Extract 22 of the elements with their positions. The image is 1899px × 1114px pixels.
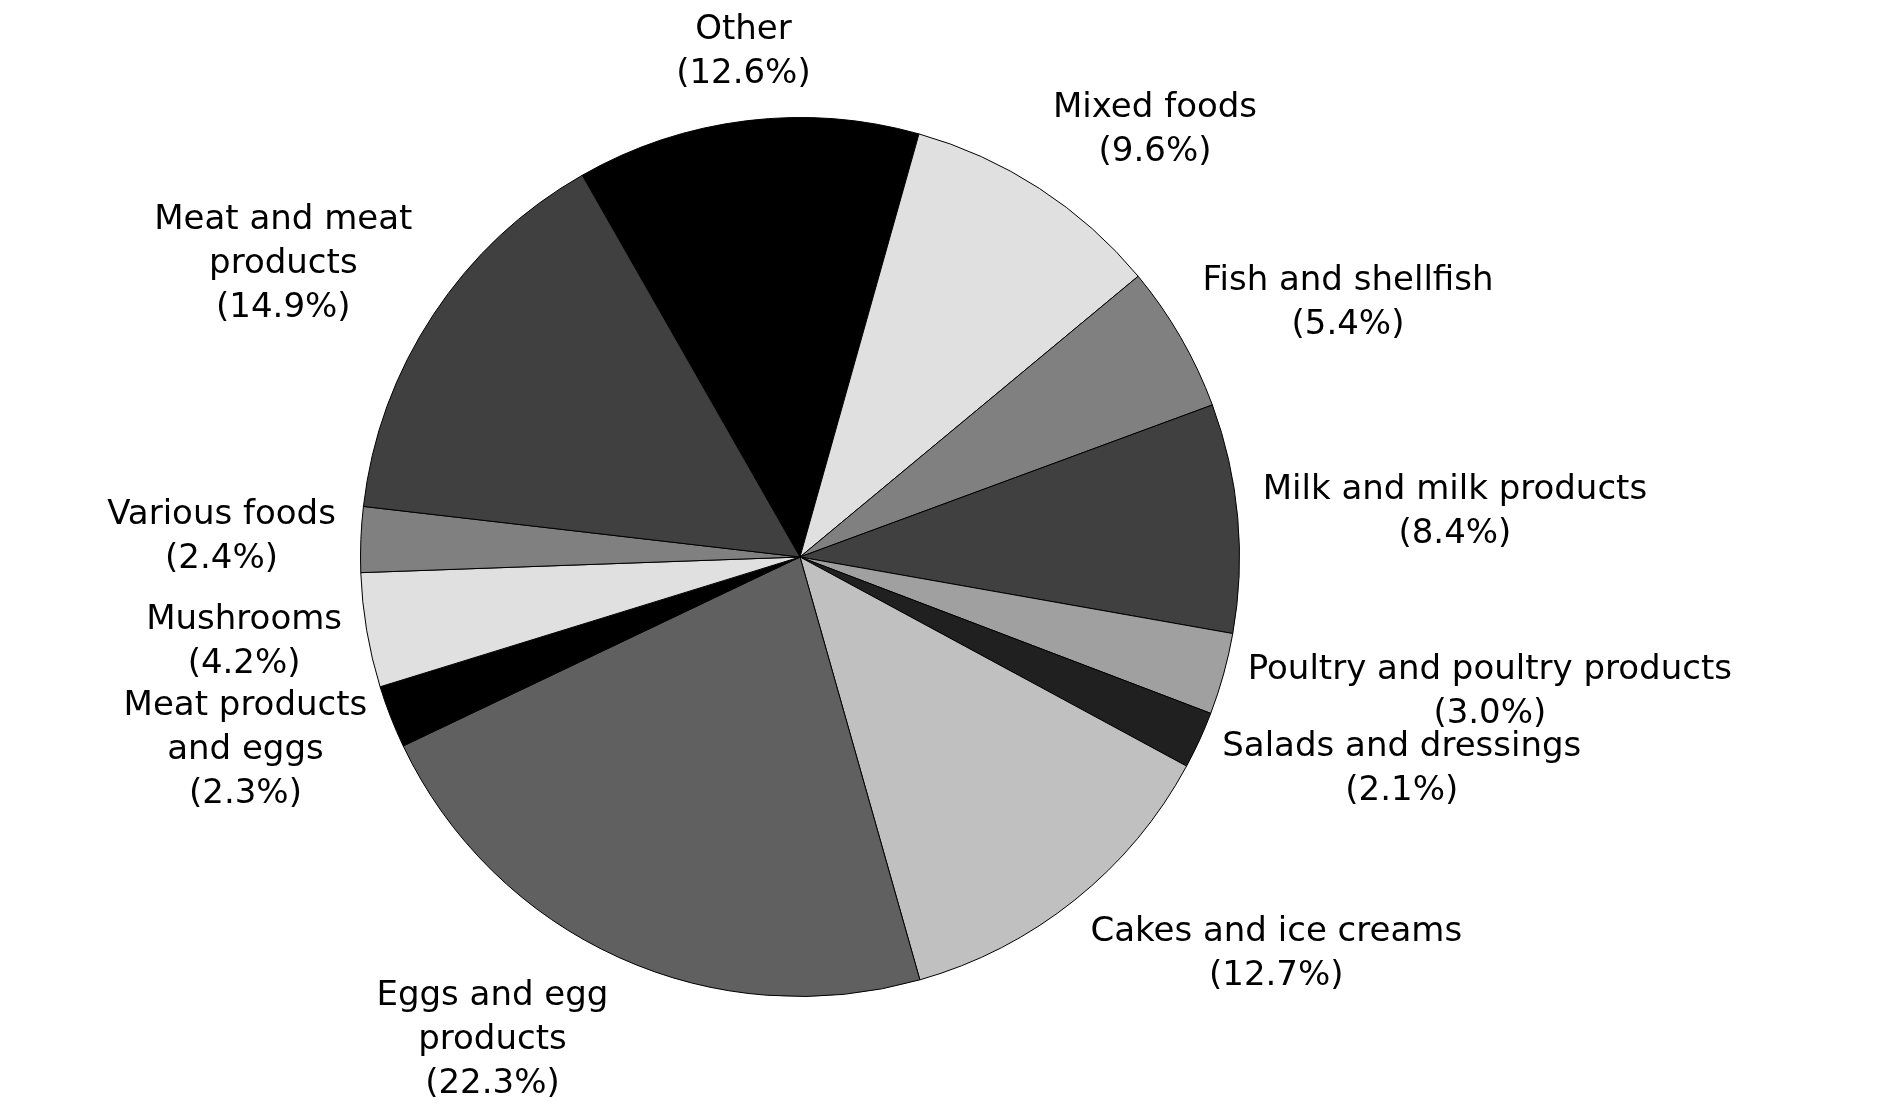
slice-label: Eggs and egg products bbox=[376, 973, 609, 1058]
data-label: (14.9%) bbox=[216, 285, 351, 326]
data-label: (5.4%) bbox=[1291, 301, 1405, 342]
slice-label: Meat and meat products bbox=[154, 197, 413, 282]
slice-label: Meat products and eggs bbox=[123, 682, 368, 767]
slice-label: Mushrooms bbox=[146, 596, 343, 637]
data-label: (12.6%) bbox=[676, 51, 811, 92]
data-label: (8.4%) bbox=[1398, 510, 1512, 551]
slice-label: Poultry and poultry products bbox=[1247, 647, 1732, 688]
data-label: (2.1%) bbox=[1345, 767, 1459, 808]
slice-label: Various foods bbox=[107, 491, 336, 532]
slice-label: Mixed foods bbox=[1053, 85, 1258, 126]
data-label: (4.2%) bbox=[187, 640, 301, 681]
data-label: (2.4%) bbox=[165, 535, 279, 576]
slice-label: Cakes and ice creams bbox=[1090, 908, 1463, 949]
data-label: (12.7%) bbox=[1209, 952, 1344, 993]
slice-label: Fish and shellfish bbox=[1202, 257, 1494, 298]
data-label: (9.6%) bbox=[1098, 129, 1212, 170]
data-label: (22.3%) bbox=[425, 1061, 560, 1102]
data-label: (2.3%) bbox=[188, 770, 302, 811]
slice-label: Other bbox=[695, 7, 792, 48]
slice-label: Milk and milk products bbox=[1262, 466, 1648, 507]
